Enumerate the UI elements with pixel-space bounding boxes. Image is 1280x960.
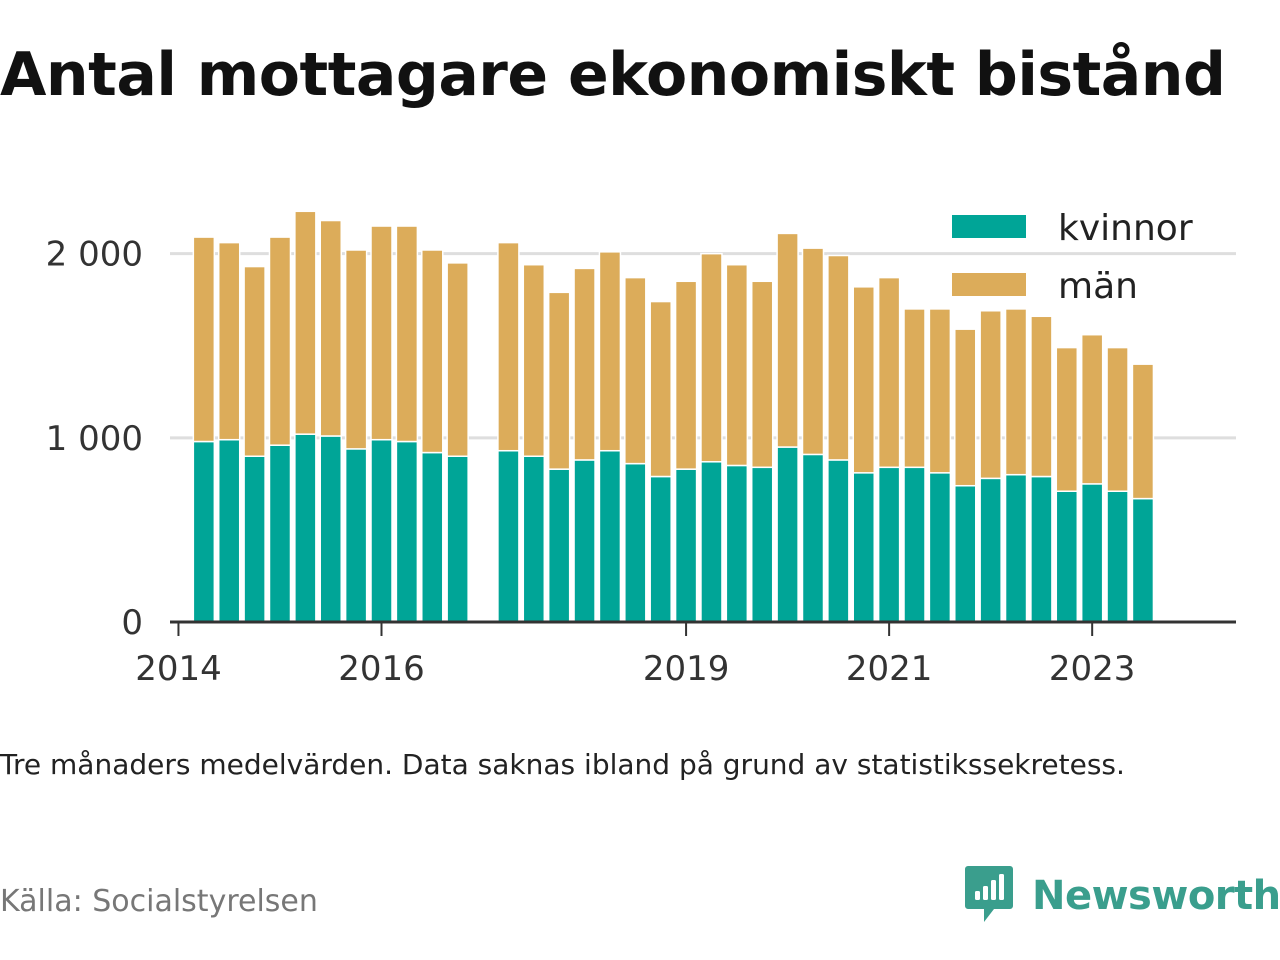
- bar-segment-kvinnor: [1004, 473, 1028, 623]
- bar-segment-man: [649, 300, 672, 478]
- bar-segment-kvinnor: [319, 435, 342, 623]
- bar-segment-man: [395, 225, 419, 443]
- legend-swatch-kvinnor: [952, 215, 1026, 238]
- bar-segment-kvinnor: [395, 440, 419, 623]
- bar-segment-man: [725, 263, 749, 467]
- bar-segment-man: [1106, 346, 1129, 492]
- bar-segment-man: [319, 219, 342, 437]
- bar-segment-kvinnor: [547, 468, 571, 623]
- bar-segment-man: [522, 263, 546, 458]
- bar-segment-man: [294, 210, 317, 435]
- bar-segment-man: [344, 249, 368, 450]
- bar-segment-kvinnor: [1131, 497, 1155, 623]
- bar-segment-man: [1055, 346, 1079, 492]
- chart-note: Tre månaders medelvärden. Data saknas ib…: [0, 748, 1125, 781]
- bar-segment-man: [776, 232, 799, 448]
- bar-segment-man: [547, 291, 571, 470]
- bar-segment-kvinnor: [776, 446, 799, 623]
- y-tick-label: 1 000: [46, 419, 143, 459]
- bar-segment-man: [827, 254, 850, 461]
- x-axis-ticks: [177, 622, 1094, 636]
- bar-segment-man: [674, 280, 698, 470]
- bar-segment-kvinnor: [700, 461, 723, 623]
- bar-segment-kvinnor: [446, 455, 469, 623]
- bar-segment-kvinnor: [827, 459, 850, 623]
- bar-segment-kvinnor: [1030, 475, 1053, 623]
- brand-name: Newsworthy: [1032, 873, 1280, 919]
- bar-segment-man: [877, 276, 901, 469]
- bar-segment-kvinnor: [573, 459, 596, 623]
- bar-segment-kvinnor: [903, 466, 926, 623]
- chart-title: Antal mottagare ekonomiskt bistånd: [0, 40, 1226, 110]
- y-tick-label: 2 000: [46, 235, 143, 275]
- bar-segment-kvinnor: [1080, 483, 1104, 623]
- bar-segment-kvinnor: [979, 477, 1002, 623]
- x-tick-label: 2016: [338, 649, 425, 689]
- bar-segment-kvinnor: [370, 438, 393, 623]
- bars: [192, 210, 1155, 623]
- x-axis-tick-labels: 2014 2016 2019 2021 2023: [135, 649, 1135, 689]
- bar-segment-man: [446, 262, 469, 457]
- bar-segment-man: [928, 308, 952, 474]
- bar-segment-kvinnor: [344, 448, 368, 623]
- bar-segment-kvinnor: [801, 453, 825, 623]
- newsworthy-logo-icon: [964, 864, 1014, 928]
- bar-segment-man: [243, 265, 266, 457]
- y-tick-label: 0: [121, 603, 143, 643]
- x-tick-label: 2019: [643, 649, 730, 689]
- bar-segment-kvinnor: [598, 449, 622, 623]
- bar-segment-kvinnor: [928, 472, 952, 623]
- bar-segment-man: [598, 251, 622, 452]
- bar-segment-man: [421, 249, 444, 454]
- bar-segment-man: [903, 308, 926, 469]
- bar-segment-man: [217, 241, 241, 441]
- bar-segment-kvinnor: [421, 451, 444, 623]
- bar-segment-kvinnor: [624, 462, 647, 623]
- bar-segment-man: [1030, 315, 1053, 478]
- bar-segment-man: [750, 280, 774, 469]
- bar-chart: 0 1 000 2 000 2014 2016 2019 2021 2023 kvinnor…: [46, 208, 1236, 689]
- bar-segment-kvinnor: [954, 484, 977, 623]
- y-axis-tick-labels: 0 1 000 2 000: [46, 235, 143, 643]
- legend-label-man: män: [1058, 266, 1138, 307]
- bar-segment-kvinnor: [877, 466, 901, 623]
- bar-segment-man: [497, 241, 520, 452]
- bar-segment-man: [1004, 308, 1028, 476]
- bar-segment-man: [1080, 333, 1104, 485]
- bar-segment-kvinnor: [497, 449, 520, 623]
- bar-segment-kvinnor: [1106, 490, 1129, 623]
- source-text: Källa: Socialstyrelsen: [0, 884, 318, 919]
- bar-segment-kvinnor: [750, 466, 774, 623]
- legend: kvinnor män: [952, 208, 1193, 307]
- bar-segment-man: [954, 328, 977, 487]
- bar-segment-kvinnor: [725, 464, 749, 623]
- bar-segment-kvinnor: [294, 433, 317, 623]
- bar-segment-man: [1131, 363, 1155, 500]
- bar-segment-man: [192, 236, 216, 443]
- bar-segment-kvinnor: [522, 455, 546, 623]
- bar-segment-man: [700, 252, 723, 463]
- bar-segment-man: [979, 310, 1002, 480]
- bar-segment-man: [624, 276, 647, 465]
- x-tick-label: 2023: [1049, 649, 1136, 689]
- x-tick-label: 2021: [846, 649, 933, 689]
- bar-segment-kvinnor: [674, 468, 698, 623]
- legend-label-kvinnor: kvinnor: [1058, 208, 1193, 249]
- bar-segment-kvinnor: [649, 475, 672, 623]
- x-tick-label: 2014: [135, 649, 222, 689]
- bar-segment-man: [370, 225, 393, 441]
- bar-segment-kvinnor: [268, 444, 292, 623]
- bar-segment-kvinnor: [1055, 490, 1079, 623]
- bar-segment-kvinnor: [192, 440, 216, 623]
- bar-segment-man: [801, 247, 825, 456]
- bar-segment-kvinnor: [217, 438, 241, 623]
- bar-segment-kvinnor: [243, 455, 266, 623]
- bar-segment-man: [268, 236, 292, 446]
- bar-segment-kvinnor: [852, 472, 875, 623]
- bar-segment-man: [573, 267, 596, 461]
- legend-swatch-man: [952, 273, 1026, 296]
- bar-segment-man: [852, 286, 875, 474]
- brand-logo: Newsworthy: [964, 864, 1280, 928]
